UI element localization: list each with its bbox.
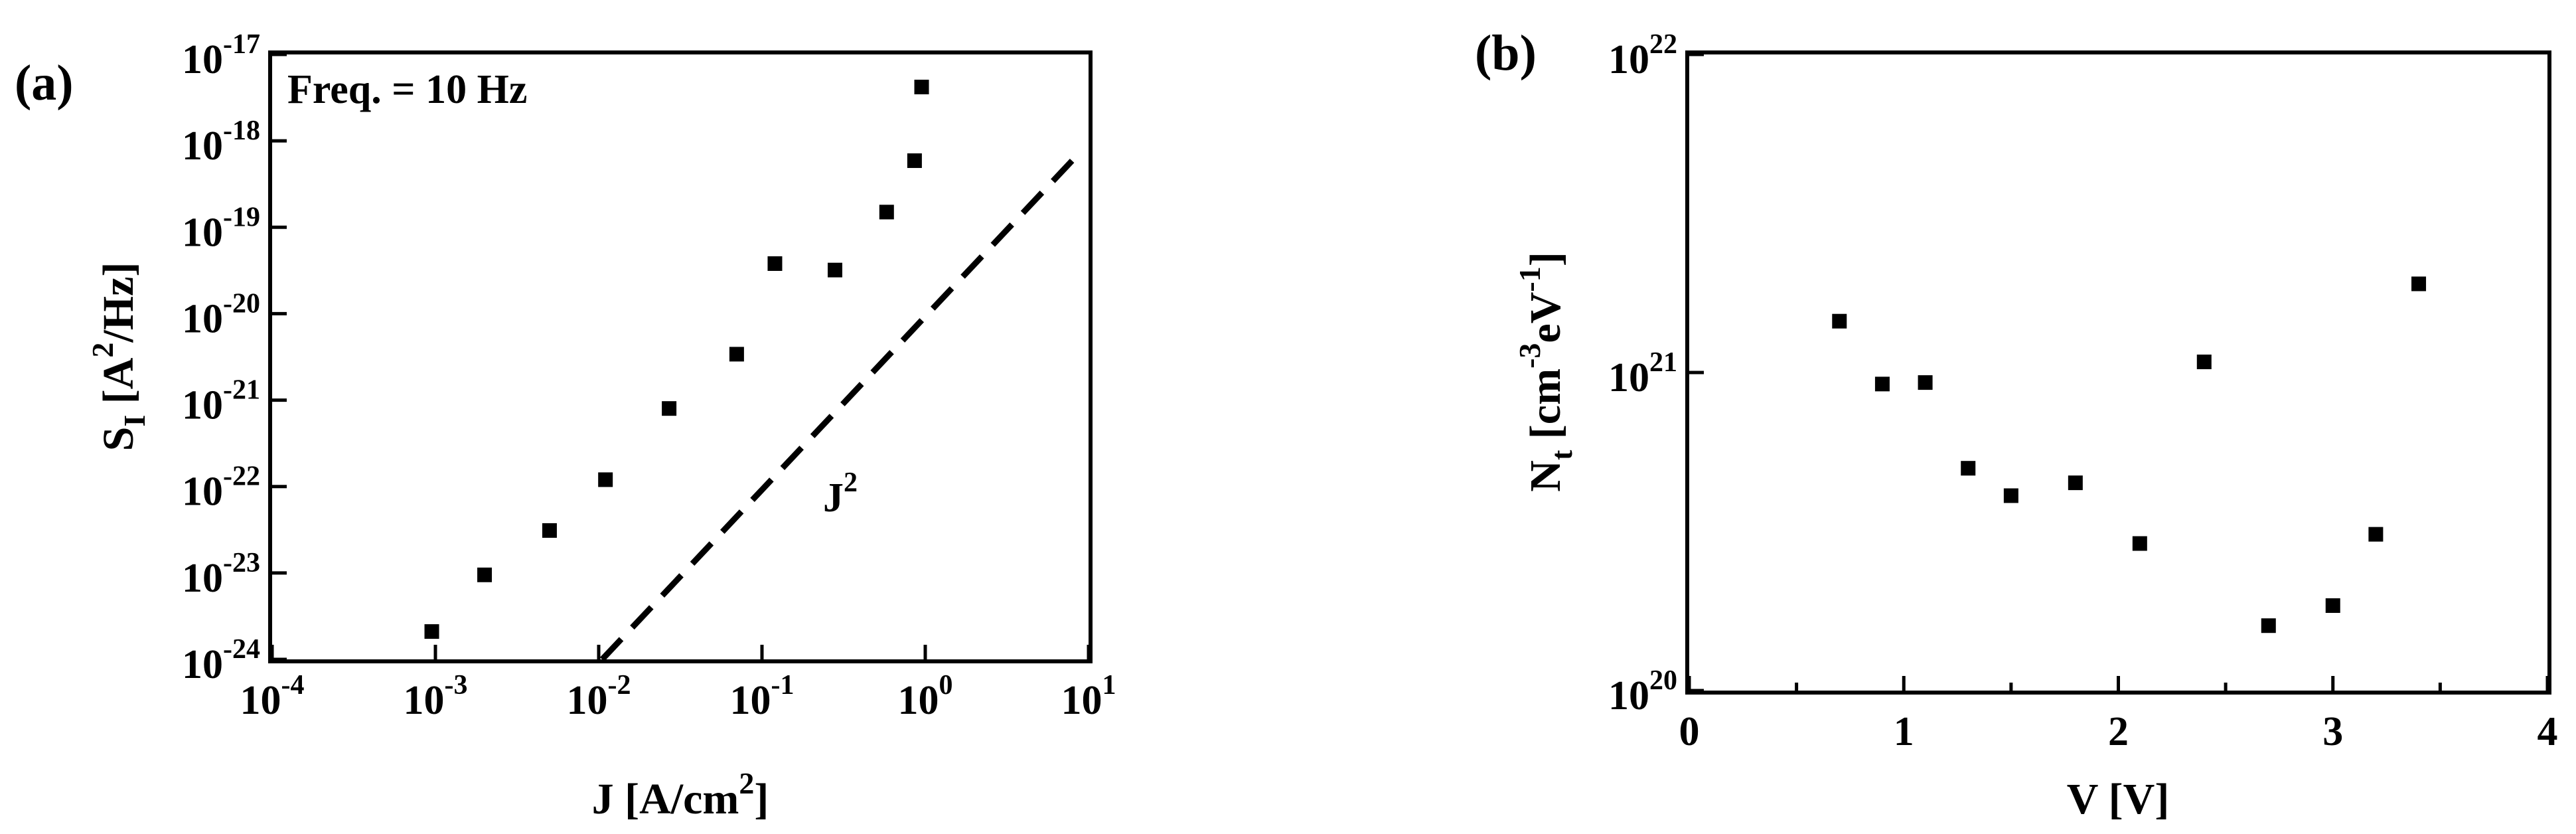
- data-point-b-9: [2325, 598, 2340, 614]
- data-point-b-0: [1832, 313, 1847, 329]
- data-point-b-6: [2132, 536, 2147, 551]
- x-axis-title-a-sup: 2: [739, 766, 754, 800]
- y-tick-label-a-5: 10-19: [182, 202, 260, 255]
- reference-line-label-main: J: [823, 475, 844, 521]
- reference-line-label: J2: [823, 467, 858, 521]
- annotation-frequency: Freq. = 10 Hz: [287, 67, 527, 112]
- x-tick-label-a-3: 10-1: [730, 670, 795, 723]
- y-axis-title-a-mid: [A: [94, 357, 143, 414]
- y-axis-title-a-main: S: [94, 427, 143, 452]
- x-axis-title-b: V [V]: [2067, 775, 2170, 823]
- data-point-a-9: [907, 153, 922, 168]
- y-tick-label-b-0: 1020: [1608, 665, 1677, 718]
- data-point-b-7: [2196, 354, 2212, 369]
- data-point-a-5: [729, 347, 744, 362]
- y-axis-title-b: Nt [cm-3eV-1]: [1513, 252, 1578, 491]
- data-point-a-7: [828, 262, 843, 278]
- data-point-a-10: [914, 80, 929, 95]
- y-tick-label-b-1: 1021: [1608, 347, 1677, 400]
- y-axis-title-b-sup: -3: [1513, 343, 1547, 369]
- x-tick-label-a-1: 10-3: [404, 670, 468, 723]
- y-tick-label-a-7: 10-17: [182, 29, 260, 82]
- y-axis-title-a-tail: /Hz]: [94, 262, 143, 343]
- plot-frame-b: [1685, 50, 2551, 695]
- data-point-b-10: [2368, 527, 2384, 542]
- y-axis-title-b-sub: t: [1545, 450, 1578, 460]
- x-axis-title-a-main: J [A/cm: [592, 775, 739, 823]
- x-tick-label-b-0: 0: [1679, 709, 1700, 754]
- data-point-b-11: [2411, 276, 2427, 292]
- y-axis-title-b-sup2: -1: [1513, 266, 1547, 292]
- x-tick-label-b-1: 1: [1894, 709, 1914, 754]
- y-tick-label-a-2: 10-22: [182, 461, 260, 515]
- x-tick-label-b-3: 3: [2322, 709, 2343, 754]
- y-axis-title-b-tail: ]: [1521, 252, 1570, 266]
- data-point-b-5: [2068, 475, 2083, 491]
- axis-ticks-b: [1687, 52, 2549, 693]
- data-point-b-1: [1874, 376, 1890, 392]
- data-series-b: [1832, 276, 2427, 633]
- data-point-a-0: [424, 624, 439, 639]
- panel-label-a: (a): [15, 55, 74, 111]
- tick-labels-b: 0 1 2 3 4 1020 1021 1022: [1608, 29, 2558, 754]
- data-point-a-4: [662, 401, 677, 416]
- data-point-a-3: [598, 472, 613, 487]
- x-tick-label-a-0: 10-4: [240, 670, 305, 723]
- data-point-b-4: [2003, 488, 2018, 503]
- y-axis-title-a-sub: I: [117, 415, 151, 427]
- reference-line-label-sup: 2: [844, 467, 858, 498]
- y-tick-label-a-0: 10-24: [182, 634, 260, 687]
- x-axis-title-a: J [A/cm2]: [592, 766, 769, 823]
- tick-labels-a: 10-4 10-3 10-2 10-1 100 101 10-24 10-23 10-22 10-…: [182, 29, 1116, 723]
- data-point-a-1: [477, 567, 492, 582]
- y-tick-label-a-6: 10-18: [182, 116, 260, 169]
- x-tick-label-a-4: 100: [898, 670, 953, 723]
- y-axis-title-b-main: N: [1521, 460, 1570, 492]
- data-series-a: [424, 80, 929, 639]
- panel-b: (b) 0 1 2 3 4 1020 1021 1022 V [V] Nt [cm-3eV-1…: [1475, 25, 2558, 823]
- panel-a: (a) 10-4 10-3 10-2 10-1 100 101 10-24 10-23 10-2…: [15, 29, 1116, 823]
- x-tick-label-b-4: 4: [2538, 709, 2558, 754]
- plot-frame-a: [268, 50, 1093, 663]
- reference-line-j2: [599, 157, 1075, 662]
- x-axis-ticks-a: [270, 52, 1091, 661]
- y-axis-title-b-mid2: eV: [1521, 292, 1570, 343]
- y-tick-label-b-2: 1022: [1608, 29, 1677, 82]
- y-axis-title-a-sup: 2: [86, 343, 119, 358]
- y-tick-label-a-3: 10-21: [182, 375, 260, 428]
- x-axis-title-a-tail: ]: [754, 775, 769, 823]
- y-axis-title-a: SI [A2/Hz]: [86, 262, 151, 452]
- panel-label-b: (b): [1475, 25, 1537, 81]
- data-point-b-2: [1918, 375, 1933, 390]
- x-tick-label-b-2: 2: [2108, 709, 2129, 754]
- data-point-a-6: [767, 256, 783, 271]
- data-point-a-8: [879, 205, 894, 220]
- y-axis-title-b-mid: [cm: [1521, 369, 1570, 450]
- data-point-b-3: [1961, 461, 1976, 476]
- x-tick-label-a-5: 101: [1061, 670, 1116, 723]
- data-point-a-2: [542, 523, 557, 538]
- x-tick-label-a-2: 10-2: [567, 670, 631, 723]
- y-tick-label-a-4: 10-20: [182, 288, 260, 341]
- data-point-b-8: [2261, 618, 2276, 633]
- y-tick-label-a-1: 10-23: [182, 548, 260, 601]
